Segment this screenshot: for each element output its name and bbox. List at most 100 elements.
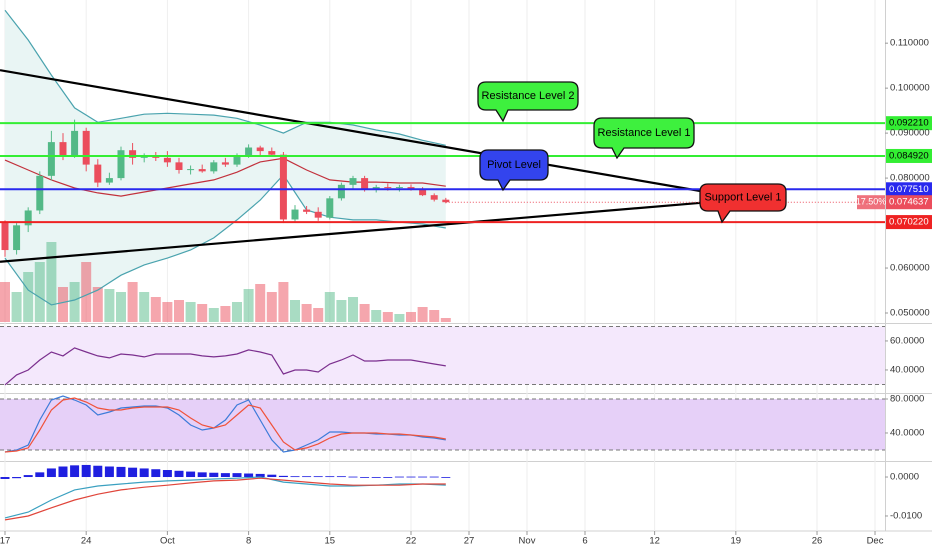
x-tick-label: 15 (325, 536, 336, 547)
candle-body (256, 147, 264, 152)
x-tick-label: 26 (812, 536, 823, 547)
callout-text: Resistance Level 2 (482, 90, 575, 102)
histogram-bar (35, 472, 45, 478)
volume-bar (266, 292, 277, 322)
candle-body (59, 142, 67, 156)
histogram-bar (128, 467, 138, 478)
histogram-bar (302, 476, 312, 478)
volume-bar (92, 287, 103, 322)
y-tick-label: -0.0100 (890, 510, 922, 521)
histogram-bar (278, 475, 288, 478)
y-tick-label: 0.080000 (890, 173, 930, 184)
y-tick-label: 0.110000 (890, 38, 929, 49)
candle-body (187, 169, 195, 171)
candle-body (71, 130, 79, 156)
histogram-bar (23, 475, 33, 478)
last-price-label: 0.074637 (889, 197, 929, 208)
bollinger-line (4, 173, 446, 306)
volume-bar (208, 308, 219, 322)
histogram-bar (81, 464, 91, 478)
histogram-bar (93, 465, 103, 478)
histogram-bar (429, 476, 439, 478)
macd-line (4, 477, 446, 521)
candle-body (140, 156, 148, 158)
candle-body (384, 187, 392, 189)
volume-bar (406, 312, 417, 322)
volume-bar (255, 284, 266, 322)
y-tick-label: 0.060000 (890, 263, 930, 274)
volume-bar (417, 307, 428, 322)
indicator-band (0, 326, 885, 385)
histogram-bar (197, 472, 207, 478)
level-label-box (886, 116, 932, 131)
volume-bar (429, 310, 440, 322)
level-label: 0.084920 (889, 150, 929, 161)
x-tick-label: 12 (649, 536, 660, 547)
y-tick-label: 0.050000 (890, 308, 930, 319)
histogram-bar (360, 477, 370, 478)
candle-body (361, 178, 369, 190)
y-tick-label: 40.0000 (890, 364, 924, 375)
volume-bar (162, 302, 173, 322)
volume-bar (243, 289, 254, 322)
x-tick-label: Nov (519, 536, 536, 547)
bollinger-line (4, 9, 446, 146)
histogram-bar (162, 470, 172, 478)
level-label: 0.092210 (889, 118, 929, 129)
volume-bar (139, 292, 150, 322)
candle-body (210, 162, 218, 172)
candle-body (24, 210, 32, 226)
indicator-line (4, 397, 446, 453)
candle-body (349, 178, 357, 185)
histogram-bar (58, 466, 68, 478)
callout-text: Pivot Level (487, 159, 541, 171)
volume-bar (301, 304, 312, 322)
volume-bar (185, 302, 196, 322)
level-label-box (886, 148, 932, 163)
y-tick-label: 0.090000 (890, 128, 930, 139)
histogram-bar (348, 476, 358, 478)
histogram-bar (70, 465, 80, 478)
volume-bar (290, 300, 300, 322)
candle-body (82, 130, 90, 165)
volume-bar (440, 318, 451, 322)
last-price-box (886, 195, 932, 210)
level-label-box (886, 182, 932, 197)
volume-bar (197, 304, 208, 322)
candle-body (372, 187, 380, 190)
histogram-bar (244, 473, 254, 478)
histogram-bar (151, 469, 161, 478)
histogram-bar (104, 466, 114, 478)
volume-bar (150, 297, 161, 322)
volume-bar (127, 282, 138, 322)
x-tick-label: Oct (160, 536, 175, 547)
volume-bar (173, 300, 184, 322)
candle-body (117, 150, 125, 179)
indicator-line (4, 347, 446, 386)
candle-body (1, 222, 9, 251)
volume-bar (57, 287, 68, 322)
callout-bubble (699, 183, 787, 224)
x-tick-label: 22 (406, 536, 417, 547)
y-tick-label: 60.0000 (890, 335, 924, 346)
histogram-bar (418, 476, 428, 478)
histogram-bar (255, 473, 265, 478)
y-tick-label: 80.0000 (890, 394, 924, 405)
volume-bar (81, 262, 92, 322)
candle-body (152, 156, 160, 158)
volume-bar (115, 292, 126, 322)
histogram-bar (220, 473, 230, 478)
level-label: 0.070220 (889, 217, 929, 228)
volume-bar (324, 292, 335, 322)
x-tick-label: 17 (0, 536, 10, 547)
volume-bar (11, 292, 22, 322)
candle-body (442, 199, 450, 203)
volume-bar (69, 282, 80, 322)
histogram-bar (267, 474, 277, 478)
candle-body (303, 209, 311, 212)
indicator-line (4, 395, 446, 453)
candle-body (233, 155, 241, 165)
histogram-bar (406, 476, 416, 478)
x-tick-label: 24 (81, 536, 92, 547)
